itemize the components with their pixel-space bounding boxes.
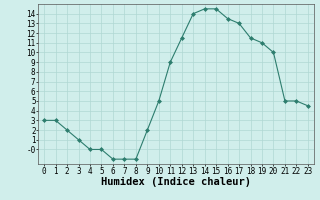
X-axis label: Humidex (Indice chaleur): Humidex (Indice chaleur) (101, 177, 251, 187)
